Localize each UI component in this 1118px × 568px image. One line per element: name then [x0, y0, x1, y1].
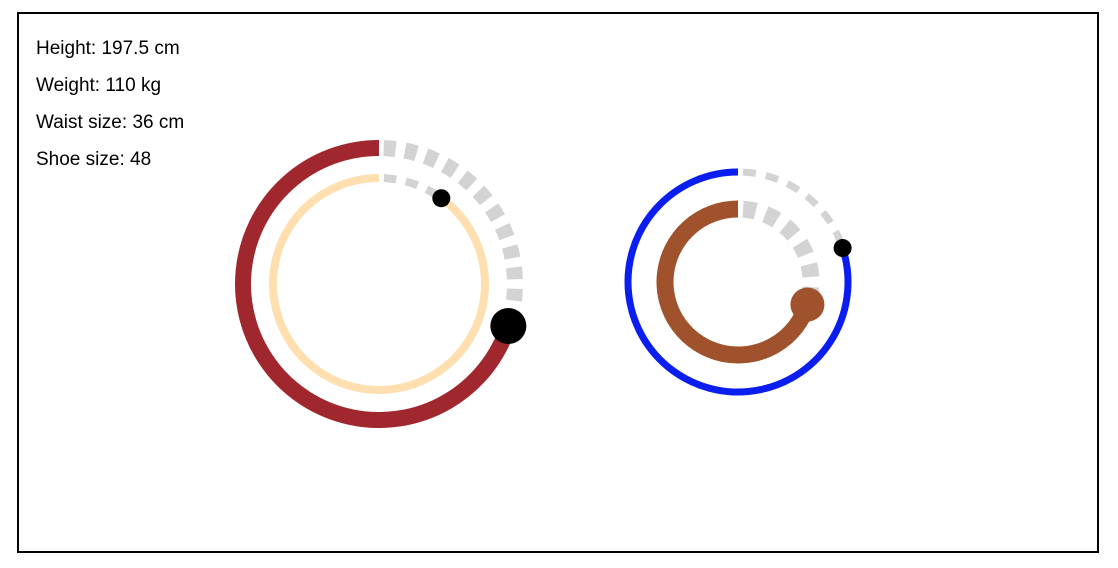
right-outer-track-segment [820, 210, 834, 225]
right-inner-arc[interactable] [656, 200, 816, 364]
left-outer-track-segment [422, 148, 440, 169]
left-inner-arc[interactable] [269, 174, 489, 394]
left-outer-track-segment [472, 185, 493, 206]
height-readout: Height: 197.5 cm [36, 38, 180, 59]
left-inner-track-segment [404, 177, 420, 190]
right-inner-track-segment [779, 219, 801, 241]
right-dial [624, 168, 852, 396]
left-outer-handle[interactable] [490, 308, 527, 345]
measurements-panel: Height: 197.5 cm Weight: 110 kg Waist si… [36, 30, 184, 178]
right-inner-track [742, 200, 820, 302]
waist-readout: Waist size: 36 cm [36, 112, 185, 133]
waist-label: Waist size [36, 112, 122, 133]
shoe-value: 48 [130, 149, 152, 170]
waist-value: 36 [132, 112, 154, 133]
left-outer-track-segment [403, 142, 419, 161]
weight-label: Weight [36, 75, 95, 96]
height-unit: cm [154, 38, 180, 59]
left-inner-track-segment [383, 174, 397, 184]
left-inner-track [383, 174, 440, 199]
weight-readout: Weight: 110 kg [36, 75, 162, 96]
left-dial [235, 140, 527, 428]
weight-value: 110 [105, 75, 136, 96]
right-inner-track-segment [742, 200, 758, 220]
left-outer-track-segment [383, 140, 397, 157]
right-outer-track-segment [804, 193, 819, 208]
height-value: 197.5 [101, 38, 150, 59]
right-outer-track-segment [785, 180, 801, 194]
left-outer-track-segment [506, 288, 523, 302]
shoe-label: Shoe size [36, 149, 120, 170]
left-outer-track-segment [440, 158, 460, 178]
canvas-frame [17, 12, 1099, 553]
right-inner-track-segment [792, 238, 814, 259]
height-label: Height [36, 38, 91, 59]
left-outer-track [383, 140, 523, 324]
left-outer-arc[interactable] [235, 140, 516, 428]
right-outer-arc[interactable] [624, 168, 852, 396]
left-outer-track-segment [502, 244, 521, 260]
right-outer-handle[interactable] [833, 239, 852, 258]
right-inner-track-segment [800, 262, 820, 278]
left-outer-track-segment [457, 170, 478, 191]
right-inner-handle[interactable] [790, 287, 825, 322]
right-outer-track-segment [742, 168, 757, 177]
right-outer-track [742, 168, 845, 245]
shoe-readout: Shoe size: 48 [36, 149, 152, 170]
left-outer-track-segment [494, 223, 515, 241]
left-outer-track-segment [485, 203, 505, 223]
left-inner-handle[interactable] [432, 189, 451, 208]
waist-unit: cm [158, 112, 185, 133]
right-inner-track-segment [761, 206, 782, 228]
left-outer-track-segment [506, 266, 523, 280]
weight-unit: kg [140, 75, 162, 96]
right-outer-track-segment [764, 172, 780, 183]
